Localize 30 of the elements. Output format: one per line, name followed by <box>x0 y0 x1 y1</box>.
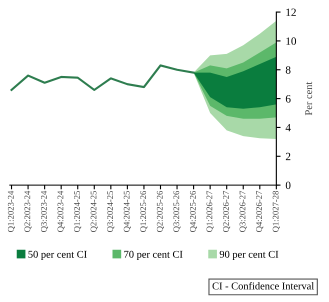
y-tick-label: 8 <box>286 66 291 74</box>
x-tick-label: Q1:2023-24 <box>8 190 15 232</box>
x-tick-label: Q2:2023-24 <box>24 190 32 232</box>
line-series <box>10 64 195 91</box>
y-tick-label: 2 <box>286 152 290 160</box>
x-tick-label: Q4:2026-27 <box>256 190 264 232</box>
y-tick-label: 6 <box>286 95 291 103</box>
x-tick-label: Q3:2023-24 <box>40 190 48 232</box>
x-tick-label: Q3:2025-26 <box>173 190 181 232</box>
x-tick-label: Q2:2024-25 <box>90 191 98 232</box>
x-tick-label: Q1:2025-26 <box>140 190 148 232</box>
x-tick-label: Q1:2027-28 <box>272 191 280 232</box>
x-tick-label: Q2:2026-27 <box>223 190 230 232</box>
x-tick-label: Q4:2025-26 <box>190 190 198 232</box>
text: CI - Confidence Interval <box>212 282 314 290</box>
x-tick-label: Q1:2024-25 <box>74 191 82 232</box>
y-tick-label: 12 <box>286 8 296 16</box>
x-tick-label: Q1:2026-27 <box>206 190 214 232</box>
legend-label: 50 per cent CI <box>28 250 87 260</box>
x-tick-label: Q3:2026-27 <box>240 190 247 232</box>
x-tick-label: Q4:2024-25 <box>124 191 131 232</box>
legend-label: 70 per cent CI <box>124 250 183 260</box>
x-tick-label: Q2:2025-26 <box>156 190 164 232</box>
x-tick-label: Q4:2023-24 <box>58 190 65 232</box>
x-tick-label: Q3:2024-25 <box>107 191 114 232</box>
y-tick-label: 0 <box>286 182 291 190</box>
y-tick-label: 10 <box>286 37 296 45</box>
y-axis-title: Per cent <box>305 82 312 116</box>
legend-label: 90 per cent CI <box>220 250 278 260</box>
y-tick-label: 4 <box>286 124 291 132</box>
